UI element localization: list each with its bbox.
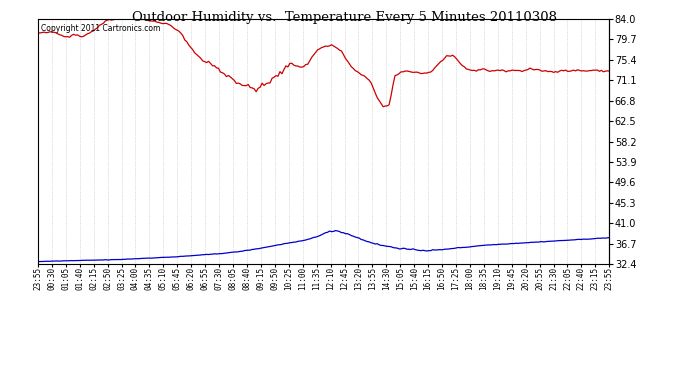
Text: Outdoor Humidity vs.  Temperature Every 5 Minutes 20110308: Outdoor Humidity vs. Temperature Every 5… [132, 11, 558, 24]
Text: Copyright 2011 Cartronics.com: Copyright 2011 Cartronics.com [41, 24, 160, 33]
